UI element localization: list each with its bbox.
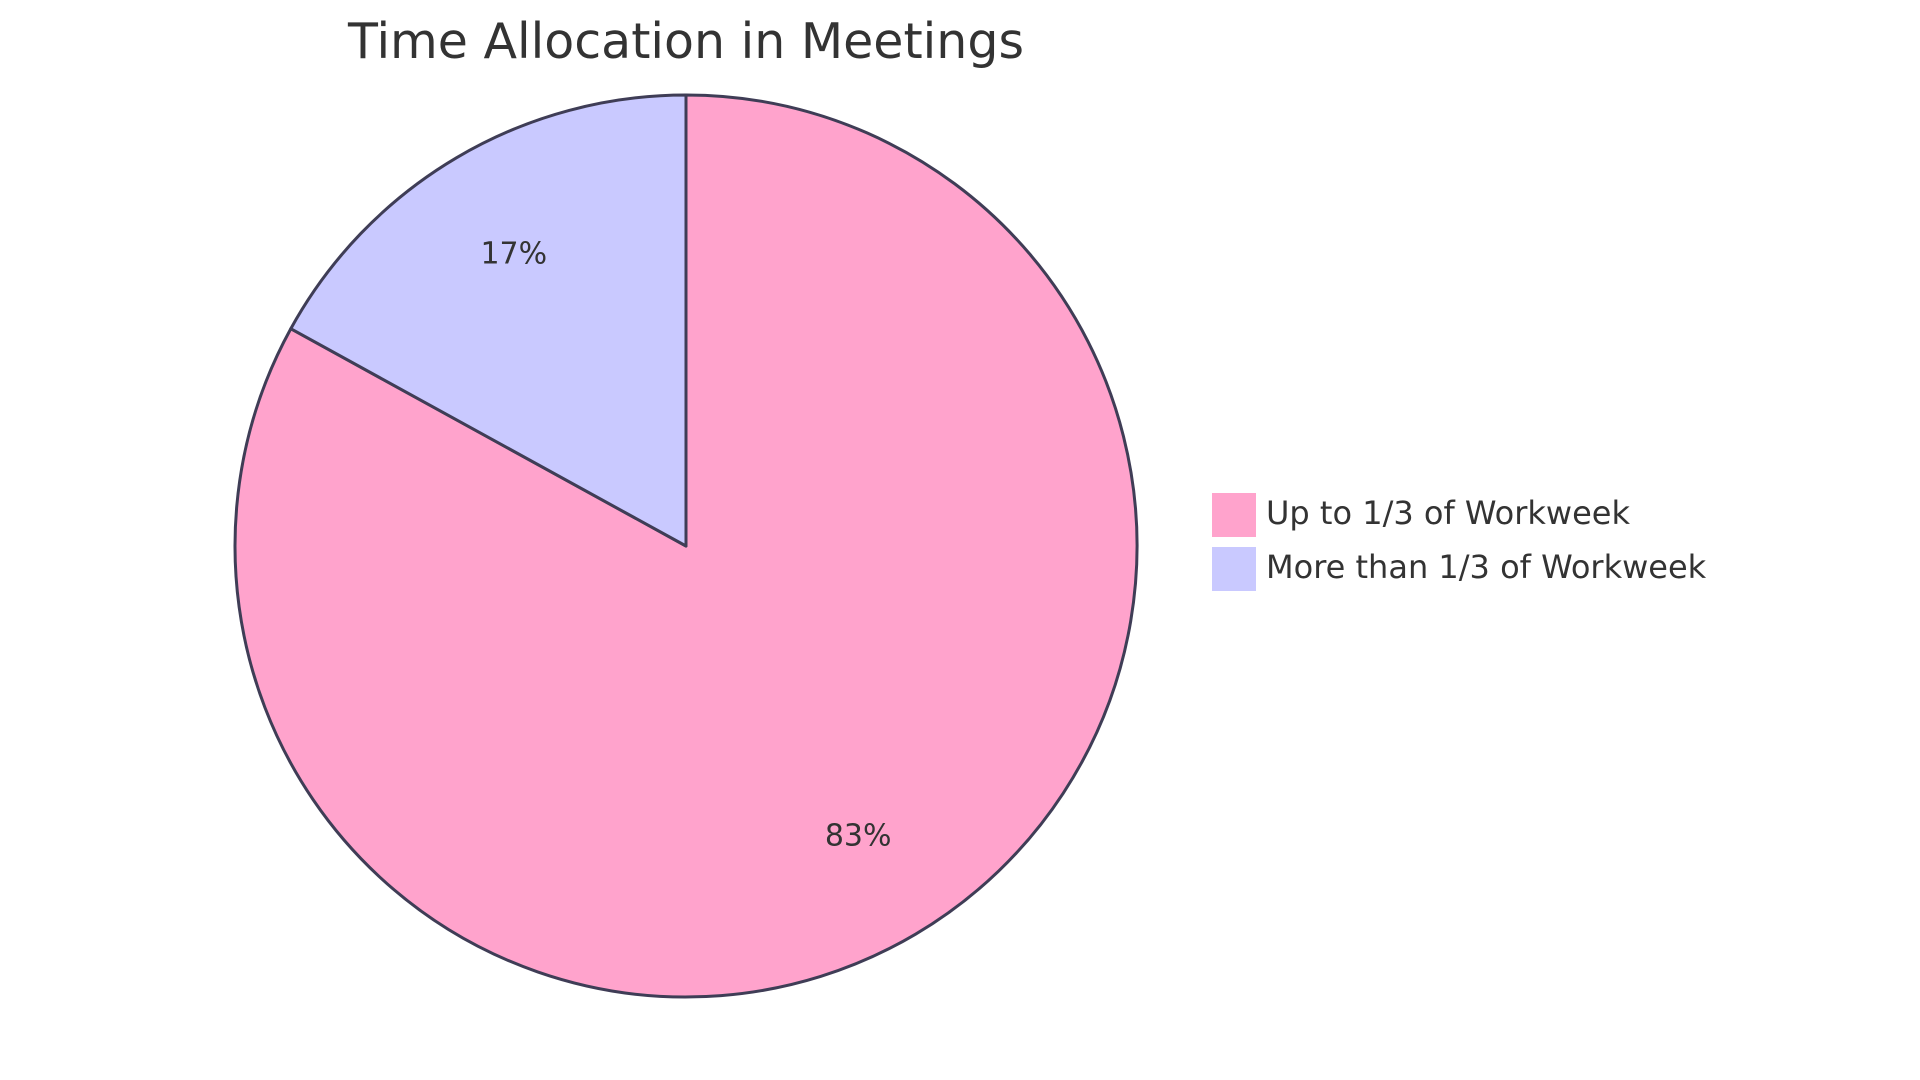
slice-percent-label-1: 83% — [825, 819, 892, 854]
legend: Up to 1/3 of Workweek More than 1/3 of Wo… — [1212, 493, 1707, 591]
slice-percent-label-2: 17% — [480, 236, 547, 271]
legend-label-2: More than 1/3 of Workweek — [1266, 548, 1707, 586]
legend-swatch-1 — [1212, 493, 1256, 537]
slice-labels-layer: 83% 17% — [480, 236, 891, 853]
slices-layer — [233, 93, 1139, 999]
chart-title: Time Allocation in Meetings — [347, 13, 1024, 70]
legend-swatch-2 — [1212, 547, 1256, 591]
legend-label-1: Up to 1/3 of Workweek — [1266, 494, 1630, 532]
pie-slice-2 — [289, 93, 688, 548]
